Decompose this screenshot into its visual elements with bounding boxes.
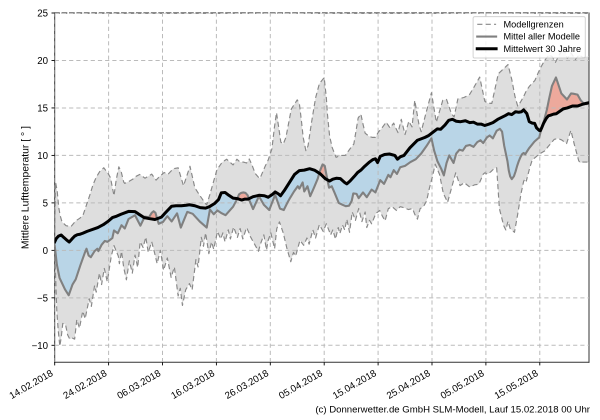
svg-text:Modellgrenzen: Modellgrenzen (503, 19, 563, 29)
svg-text:Mittel aller Modelle: Mittel aller Modelle (503, 32, 580, 42)
svg-text:20: 20 (37, 56, 48, 67)
svg-text:25: 25 (37, 9, 48, 20)
svg-text:15: 15 (37, 103, 48, 114)
svg-text:0: 0 (43, 246, 49, 257)
svg-text:Mittelwert 30 Jahre: Mittelwert 30 Jahre (503, 44, 581, 54)
svg-text:Mittlere Lufttemperatur [ ° ]: Mittlere Lufttemperatur [ ° ] (20, 126, 31, 249)
svg-text:−10: −10 (32, 341, 49, 352)
svg-text:−5: −5 (37, 293, 48, 304)
svg-text:(c) Donnerwetter.de GmbH SLM-M: (c) Donnerwetter.de GmbH SLM-Modell, Lau… (315, 405, 590, 416)
svg-text:10: 10 (37, 151, 48, 162)
svg-text:5: 5 (43, 198, 48, 209)
